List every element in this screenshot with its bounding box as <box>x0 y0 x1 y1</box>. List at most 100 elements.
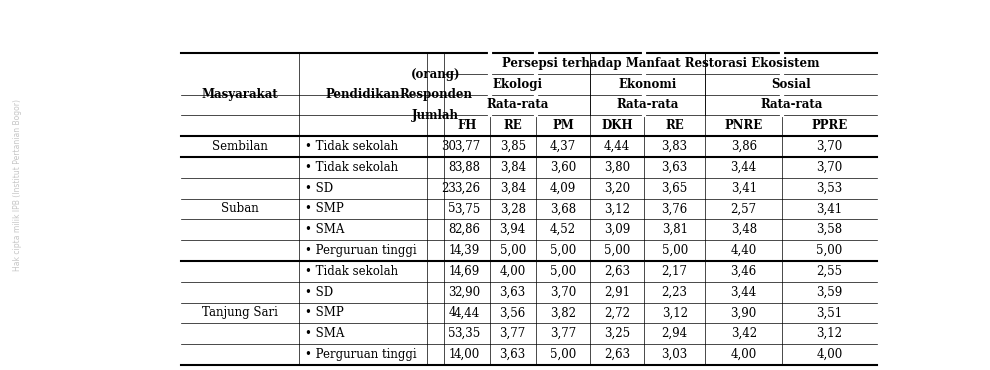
Text: 3,86: 3,86 <box>731 140 756 153</box>
Text: 3,83: 3,83 <box>661 140 688 153</box>
Text: Masyarakat: Masyarakat <box>202 88 278 101</box>
Text: 3,82: 3,82 <box>550 306 576 319</box>
Text: 1: 1 <box>448 265 456 278</box>
Text: PPRE: PPRE <box>812 119 847 132</box>
Text: 3,65: 3,65 <box>661 182 688 195</box>
Text: RE: RE <box>503 119 522 132</box>
Text: 3,12: 3,12 <box>817 327 842 340</box>
Text: Rata-rata: Rata-rata <box>486 98 548 111</box>
Text: (orang): (orang) <box>411 68 460 81</box>
Text: Hak cipta milik IPB (Institut Pertanian Bogor): Hak cipta milik IPB (Institut Pertanian … <box>13 99 23 271</box>
Text: Rata-rata: Rata-rata <box>760 98 823 111</box>
Text: 4,00: 4,00 <box>454 348 480 361</box>
Text: 2,63: 2,63 <box>604 348 631 361</box>
Text: 3,63: 3,63 <box>500 348 526 361</box>
Text: 4: 4 <box>448 306 456 319</box>
Text: 4,40: 4,40 <box>731 244 756 257</box>
Text: PM: PM <box>552 119 574 132</box>
Text: DKH: DKH <box>601 119 633 132</box>
Text: 3,56: 3,56 <box>500 306 526 319</box>
Text: 3,84: 3,84 <box>500 161 526 174</box>
Text: 3,63: 3,63 <box>661 161 688 174</box>
Text: • SMA: • SMA <box>305 223 345 236</box>
Text: 2,57: 2,57 <box>731 202 756 215</box>
Text: • SD: • SD <box>305 286 333 299</box>
Text: 4,44: 4,44 <box>454 306 480 319</box>
Text: 3,80: 3,80 <box>604 161 631 174</box>
Text: 5,00: 5,00 <box>549 244 576 257</box>
Text: 5,00: 5,00 <box>604 244 631 257</box>
Text: 4,37: 4,37 <box>549 140 576 153</box>
Text: 8: 8 <box>448 223 456 236</box>
Text: 3,44: 3,44 <box>731 286 756 299</box>
Text: 3,12: 3,12 <box>661 306 688 319</box>
Text: 5,00: 5,00 <box>549 265 576 278</box>
Text: Persepsi terhadap Manfaat Restorasi Ekosistem: Persepsi terhadap Manfaat Restorasi Ekos… <box>502 57 820 70</box>
Text: • SD: • SD <box>305 182 333 195</box>
Text: • Perguruan tinggi: • Perguruan tinggi <box>305 348 417 361</box>
Text: 2,94: 2,94 <box>661 327 688 340</box>
Text: 4,44: 4,44 <box>604 140 631 153</box>
Text: 3,53: 3,53 <box>817 182 842 195</box>
Text: RE: RE <box>665 119 684 132</box>
Text: 3,88: 3,88 <box>454 161 480 174</box>
Text: 3: 3 <box>448 286 456 299</box>
Text: 3,60: 3,60 <box>549 161 576 174</box>
Text: 3,26: 3,26 <box>454 182 480 195</box>
Text: Ekologi: Ekologi <box>492 78 543 91</box>
Text: 8: 8 <box>448 161 456 174</box>
Text: 4,69: 4,69 <box>454 265 480 278</box>
Text: 5: 5 <box>448 202 456 215</box>
Text: • Tidak sekolah: • Tidak sekolah <box>305 140 398 153</box>
Text: Pendidikan: Pendidikan <box>326 88 400 101</box>
Text: • Tidak sekolah: • Tidak sekolah <box>305 265 398 278</box>
Text: 2,55: 2,55 <box>817 265 842 278</box>
Text: 3,35: 3,35 <box>454 327 480 340</box>
Text: 1: 1 <box>448 348 456 361</box>
Text: 3,59: 3,59 <box>817 286 842 299</box>
Text: 3,46: 3,46 <box>731 265 756 278</box>
Text: Suban: Suban <box>221 202 258 215</box>
Text: 3,94: 3,94 <box>500 223 526 236</box>
Text: 2,72: 2,72 <box>604 306 630 319</box>
Text: FH: FH <box>457 119 477 132</box>
Text: 3,20: 3,20 <box>604 182 631 195</box>
Text: 5: 5 <box>448 327 456 340</box>
Text: 3,68: 3,68 <box>549 202 576 215</box>
Text: 4,09: 4,09 <box>549 182 576 195</box>
Text: 3,81: 3,81 <box>661 223 688 236</box>
Text: Tanjung Sari: Tanjung Sari <box>202 306 278 319</box>
Text: Sembilan: Sembilan <box>212 140 268 153</box>
Text: 3,77: 3,77 <box>549 327 576 340</box>
Text: 3,48: 3,48 <box>731 223 756 236</box>
Text: 2,91: 2,91 <box>604 286 630 299</box>
Text: 4,39: 4,39 <box>454 244 480 257</box>
Text: 3,28: 3,28 <box>500 202 526 215</box>
Text: PNRE: PNRE <box>725 119 763 132</box>
Text: 3,44: 3,44 <box>731 161 756 174</box>
Text: 3,03: 3,03 <box>661 348 688 361</box>
Text: • SMP: • SMP <box>305 306 344 319</box>
Text: 3,25: 3,25 <box>604 327 631 340</box>
Text: 23: 23 <box>442 182 456 195</box>
Text: 4,00: 4,00 <box>500 265 526 278</box>
Text: 3,12: 3,12 <box>604 202 630 215</box>
Text: 30: 30 <box>441 140 456 153</box>
Text: 3,75: 3,75 <box>454 202 480 215</box>
Text: 3,51: 3,51 <box>817 306 842 319</box>
Text: 4,00: 4,00 <box>817 348 842 361</box>
Text: • SMA: • SMA <box>305 327 345 340</box>
Text: 3,63: 3,63 <box>500 286 526 299</box>
Text: 2,63: 2,63 <box>604 265 631 278</box>
Text: 3,41: 3,41 <box>817 202 842 215</box>
Text: Sosial: Sosial <box>771 78 811 91</box>
Text: Responden: Responden <box>399 88 472 101</box>
Text: 3,77: 3,77 <box>454 140 480 153</box>
Text: 3,90: 3,90 <box>731 306 756 319</box>
Text: 4,00: 4,00 <box>731 348 756 361</box>
Text: Ekonomi: Ekonomi <box>619 78 677 91</box>
Text: • Tidak sekolah: • Tidak sekolah <box>305 161 398 174</box>
Text: • SMP: • SMP <box>305 202 344 215</box>
Text: 3,84: 3,84 <box>500 182 526 195</box>
Text: 3,70: 3,70 <box>817 140 842 153</box>
